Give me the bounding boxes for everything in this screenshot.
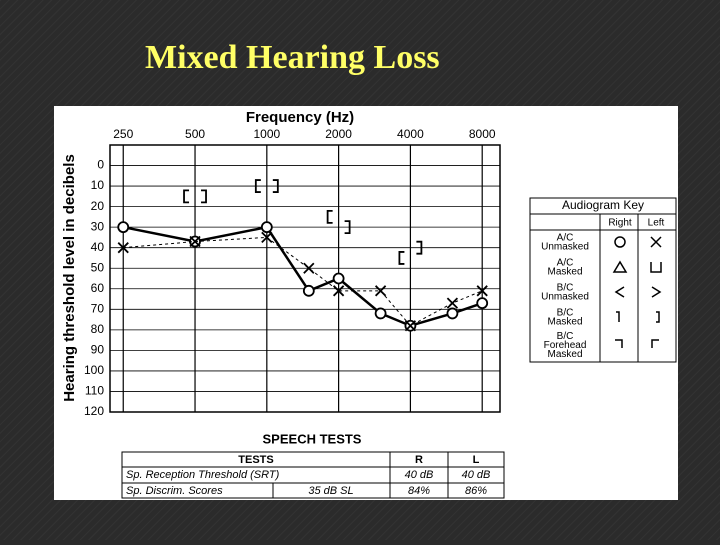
series-line	[123, 236, 483, 327]
point	[344, 220, 351, 235]
speech-header: R	[415, 454, 423, 466]
speech-title: SPEECH TESTS	[263, 431, 362, 446]
point	[476, 297, 489, 310]
speech-cell: 40 dB	[405, 469, 434, 481]
x-tick-label: 250	[113, 127, 133, 141]
y-tick-label: 50	[91, 260, 105, 274]
key-symbols	[612, 236, 662, 348]
y-tick-label: 70	[91, 301, 105, 315]
y-axis-label: Hearing threshold level in decibels	[61, 154, 78, 402]
key-row-label: A/C Unmasked	[541, 232, 589, 252]
point	[302, 284, 315, 297]
point	[183, 189, 190, 204]
speech-cell: Sp. Discrim. Scores	[126, 485, 223, 497]
speech-cell: 84%	[408, 485, 430, 497]
key-row-label: B/C Forehead Masked	[544, 331, 587, 360]
y-tick-label: 110	[85, 384, 104, 398]
y-tick-label: 90	[91, 343, 105, 357]
x-tick-label: 8000	[469, 127, 496, 141]
y-tick-label: 20	[91, 199, 105, 213]
key-row-label: A/C Masked	[547, 257, 582, 277]
point	[374, 307, 387, 320]
point	[446, 307, 459, 320]
speech-cell: 40 dB	[462, 469, 491, 481]
chart-title: Frequency (Hz)	[246, 109, 354, 126]
y-tick-label: 120	[84, 404, 104, 418]
point	[332, 285, 345, 297]
key-header: Left	[648, 218, 665, 229]
key-row-label: B/C Unmasked	[541, 282, 589, 302]
point	[398, 251, 405, 265]
speech-cell: Sp. Reception Threshold (SRT)	[126, 469, 280, 481]
point	[117, 242, 129, 254]
y-tick-label: 60	[91, 281, 105, 295]
point	[326, 209, 333, 224]
point	[476, 285, 488, 297]
point	[446, 297, 459, 309]
slide-title: Mixed Hearing Loss	[145, 39, 440, 76]
point	[260, 221, 273, 234]
point	[189, 235, 201, 248]
speech-header: TESTS	[238, 454, 273, 466]
y-tick-label: 0	[97, 158, 104, 172]
x-tick-label: 500	[185, 127, 205, 141]
x-tick-label: 4000	[397, 127, 424, 141]
key: Audiogram Key Right Left A/C Unmasked A/C M…	[529, 197, 677, 363]
point	[254, 179, 261, 193]
y-tick-label: 100	[84, 363, 104, 377]
point	[261, 231, 273, 244]
y-tick-label: 80	[91, 322, 105, 336]
key-header: Right	[608, 218, 632, 229]
point	[404, 320, 417, 332]
y-tick-label: 10	[91, 178, 105, 192]
y-tick-label: 30	[91, 219, 105, 233]
point	[117, 221, 130, 234]
key-title: Audiogram Key	[562, 198, 644, 212]
key-row-label: B/C Masked	[547, 307, 582, 327]
x-tick-label: 1000	[253, 127, 280, 141]
x-tick-label: 2000	[325, 127, 352, 141]
point	[201, 189, 207, 204]
y-tick-label: 40	[91, 240, 105, 254]
point	[272, 179, 279, 193]
point	[374, 285, 387, 297]
speech-cell: 35 dB SL	[308, 485, 353, 497]
point	[332, 272, 345, 285]
speech-table-frame	[121, 451, 505, 499]
speech-cell: 86%	[465, 485, 487, 497]
point	[303, 262, 315, 274]
point	[416, 240, 423, 255]
speech-header: L	[473, 454, 480, 466]
key-frame	[529, 197, 677, 363]
